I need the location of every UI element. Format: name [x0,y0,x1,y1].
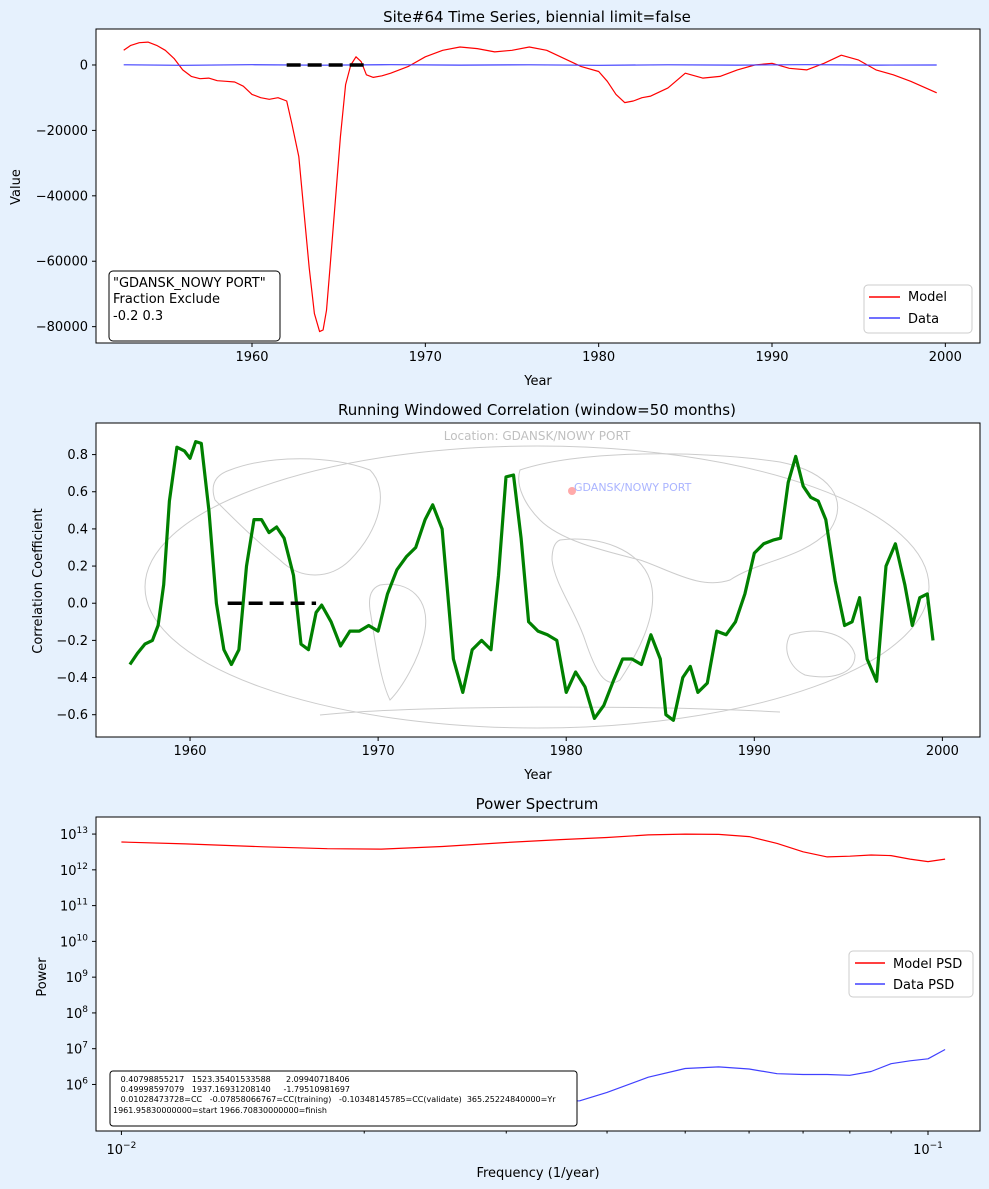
series-line-correlation [128,440,935,722]
map-continent-australia [786,630,856,678]
series-line-data [123,64,937,66]
map-continent-eurasia [518,453,839,584]
y-tick-label: −0.4 [56,671,88,686]
x-tick-label: 1970 [362,744,395,759]
stats-annotation-box: 0.40798855217 1523.35401533588 2.0994071… [109,1070,578,1127]
x-tick-label: 1970 [409,350,442,365]
legend-data-label: Data [908,312,939,327]
map-location-label: Location: GDANSK/NOWY PORT [444,429,631,443]
plot-area-2: 1960 1970 1980 1990 2000 0.8 0.6 0.4 0.2 0.0 −0.2 −… [56,440,959,759]
axes-frame-2 [95,422,981,738]
plot-area-3: 10−2 10−1 1013 1012 1011 1010 109 108 107 106 [60,826,946,1158]
y-tick-label: −80000 [36,320,88,335]
map-site-label: GDANSK/NOWY PORT [574,481,692,494]
world-map-background: Location: GDANSK/NOWY PORT GDANSK/NOWY P… [144,429,930,729]
stats-line-4: 1961.95830000000=start 1966.70830000000=… [113,1106,327,1115]
site-annotation-line-2: Fraction Exclude [113,292,220,307]
y-tick-label: 108 [66,1005,89,1022]
ylabel-time-series: Value [9,169,24,205]
series-line-model-psd [121,833,946,863]
y-tick-label: 106 [66,1076,89,1093]
x-tick-label: 1990 [755,350,788,365]
title-power-spectrum: Power Spectrum [476,795,599,813]
legend-model-label: Model [908,290,947,305]
panel-correlation: Running Windowed Correlation (window=50 … [31,401,981,783]
y-tick-label: 1012 [60,862,88,879]
site-annotation-line-1: "GDANSK_NOWY PORT" [113,276,266,291]
x-tick-label: 1980 [550,744,583,759]
x-tick-label: 10−1 [913,1141,943,1158]
x-tick-label: 2000 [926,744,959,759]
y-tick-label: −60000 [36,255,88,270]
xlabel-time-series: Year [523,374,552,389]
site-annotation-line-3: -0.2 0.3 [113,309,163,324]
x-tick-label: 2000 [929,350,962,365]
map-continent-africa [551,538,654,683]
x-tick-label: 1960 [173,744,206,759]
y-tick-label: 109 [66,969,89,986]
map-continent-north-america [212,458,381,576]
y-tick-label: 0.8 [67,448,88,463]
panel-time-series: Site#64 Time Series, biennial limit=fals… [9,8,981,389]
y-tick-label: 0.4 [67,522,88,537]
x-tick-label: 1990 [738,744,771,759]
y-tick-label: −0.6 [56,708,88,723]
stats-line-1: 0.40798855217 1523.35401533588 2.0994071… [113,1075,350,1084]
y-tick-label: 1010 [60,933,88,950]
legend-power-spectrum: Model PSD Data PSD [848,950,974,998]
map-continent-antarctica [319,706,781,716]
series-line-model [123,41,937,333]
x-tick-label: 10−2 [107,1141,137,1158]
xlabel-correlation: Year [523,768,552,783]
title-time-series: Site#64 Time Series, biennial limit=fals… [383,8,691,26]
y-tick-label: −0.2 [56,634,88,649]
title-correlation: Running Windowed Correlation (window=50 … [338,401,736,419]
legend-time-series: Model Data [863,284,973,334]
y-tick-label: −40000 [36,189,88,204]
stats-line-2: 0.49998597079 1937.16931208140 -1.795109… [113,1085,350,1094]
map-continent-south-america [369,583,427,701]
y-tick-label: 0 [80,58,88,73]
y-tick-label: 107 [66,1041,88,1058]
legend-data-psd-label: Data PSD [893,978,954,993]
ylabel-power-spectrum: Power [35,957,50,997]
legend-model-psd-label: Model PSD [893,957,962,972]
site-annotation-box: "GDANSK_NOWY PORT" Fraction Exclude -0.2… [108,270,281,342]
plot-area-1: 1960 1970 1980 1990 2000 0 −20000 −40000 −60000 −… [36,41,962,365]
y-tick-label: 0.6 [67,485,88,500]
xlabel-power-spectrum: Frequency (1/year) [476,1166,599,1181]
y-tick-label: 1011 [60,898,88,915]
y-tick-label: 0.0 [67,597,88,612]
x-tick-label: 1960 [235,350,268,365]
map-outline [144,445,930,729]
y-tick-label: 0.2 [67,560,88,575]
y-tick-label: −20000 [36,124,88,139]
ylabel-correlation: Correlation Coefficient [31,508,46,654]
y-tick-label: 1013 [60,826,88,843]
stats-line-3: 0.01028473728=CC -0.07858066767=CC(train… [113,1095,556,1104]
panel-power-spectrum: Power Spectrum 10−2 10−110131012101110101… [35,795,981,1181]
x-tick-label: 1980 [582,350,615,365]
map-site-marker [568,487,576,495]
